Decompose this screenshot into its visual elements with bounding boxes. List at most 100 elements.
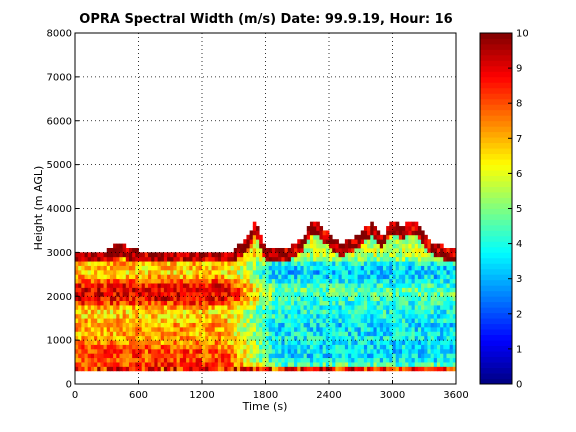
heatmap-cell bbox=[202, 269, 206, 275]
heatmap-cell bbox=[94, 313, 98, 319]
heatmap-cell bbox=[325, 256, 330, 262]
heatmap-cell bbox=[78, 322, 82, 328]
heatmap-cell bbox=[294, 265, 298, 271]
heatmap-cell bbox=[90, 300, 95, 306]
heatmap-cell bbox=[335, 296, 339, 302]
heatmap-cell bbox=[221, 283, 225, 288]
heatmap-cell bbox=[144, 269, 149, 275]
colorbar-swatch bbox=[480, 356, 512, 363]
heatmap-cell bbox=[252, 296, 257, 302]
heatmap-cell bbox=[151, 252, 155, 258]
heatmap-cell bbox=[360, 287, 365, 293]
heatmap-cell bbox=[103, 261, 108, 266]
heatmap-cell bbox=[163, 274, 168, 280]
heatmap-cell bbox=[221, 269, 225, 275]
heatmap-cell bbox=[157, 353, 162, 359]
heatmap-cell bbox=[436, 300, 441, 306]
heatmap-cell bbox=[233, 283, 238, 288]
heatmap-cell bbox=[109, 362, 114, 367]
heatmap-cell bbox=[443, 256, 447, 262]
heatmap-cell bbox=[382, 362, 387, 367]
heatmap-cell bbox=[182, 283, 187, 288]
heatmap-cell bbox=[309, 353, 314, 359]
heatmap-cell bbox=[338, 335, 343, 341]
heatmap-cell bbox=[382, 305, 387, 310]
heatmap-cell bbox=[427, 344, 431, 350]
heatmap-cell bbox=[160, 287, 165, 293]
heatmap-cell bbox=[132, 322, 136, 328]
heatmap-cell bbox=[297, 252, 301, 258]
heatmap-cell bbox=[170, 252, 174, 258]
heatmap-cell bbox=[132, 362, 136, 367]
heatmap-cell bbox=[167, 291, 171, 297]
heatmap-cell bbox=[281, 305, 285, 310]
heatmap-cell bbox=[446, 318, 451, 323]
heatmap-cell bbox=[382, 353, 387, 359]
heatmap-cell bbox=[262, 362, 266, 367]
heatmap-cell bbox=[236, 366, 241, 372]
heatmap-cell bbox=[81, 256, 85, 262]
colorbar-tick-label: 0 bbox=[516, 380, 522, 391]
heatmap-cell bbox=[160, 313, 165, 319]
heatmap-cell bbox=[252, 221, 257, 227]
heatmap-cell bbox=[173, 300, 177, 306]
heatmap-cell bbox=[348, 353, 352, 359]
heatmap-cell bbox=[395, 313, 400, 319]
heatmap-cell bbox=[224, 357, 228, 363]
heatmap-cell bbox=[132, 305, 136, 310]
heatmap-cell bbox=[329, 357, 333, 363]
heatmap-cell bbox=[249, 239, 254, 244]
heatmap-cell bbox=[151, 265, 155, 271]
heatmap-cell bbox=[236, 318, 241, 323]
heatmap-cell bbox=[303, 278, 308, 284]
heatmap-cell bbox=[319, 256, 324, 262]
heatmap-cell bbox=[227, 318, 231, 323]
heatmap-cell bbox=[281, 340, 285, 345]
heatmap-cell bbox=[379, 256, 384, 262]
heatmap-cell bbox=[202, 283, 206, 288]
heatmap-cell bbox=[227, 335, 231, 341]
heatmap-cell bbox=[170, 326, 174, 332]
heatmap-cell bbox=[202, 348, 206, 354]
heatmap-cell bbox=[208, 278, 212, 284]
heatmap-cell bbox=[373, 226, 378, 231]
heatmap-cell bbox=[421, 300, 425, 306]
heatmap-cell bbox=[411, 309, 416, 315]
heatmap-cell bbox=[84, 265, 89, 271]
heatmap-cell bbox=[287, 252, 292, 258]
heatmap-cell bbox=[386, 344, 390, 350]
heatmap-cell bbox=[417, 243, 422, 249]
heatmap-cell bbox=[319, 340, 324, 345]
heatmap-cell bbox=[284, 340, 289, 345]
heatmap-cell bbox=[351, 247, 355, 253]
heatmap-cell bbox=[278, 335, 282, 341]
heatmap-cell bbox=[411, 326, 416, 332]
heatmap-cell bbox=[427, 357, 431, 363]
heatmap-cell bbox=[300, 362, 304, 367]
heatmap-cell bbox=[195, 326, 200, 332]
heatmap-cell bbox=[414, 252, 419, 258]
heatmap-cell bbox=[252, 243, 257, 249]
heatmap-cell bbox=[389, 309, 393, 315]
heatmap-cell bbox=[433, 357, 438, 363]
heatmap-cell bbox=[379, 353, 384, 359]
heatmap-cell bbox=[338, 278, 343, 284]
heatmap-cell bbox=[335, 247, 339, 253]
heatmap-cell bbox=[325, 261, 330, 266]
heatmap-cell bbox=[151, 309, 155, 315]
heatmap-cell bbox=[402, 234, 406, 240]
heatmap-cell bbox=[398, 234, 403, 240]
heatmap-cell bbox=[84, 331, 89, 337]
heatmap-cell bbox=[376, 366, 381, 372]
heatmap-cell bbox=[265, 322, 270, 328]
heatmap-cell bbox=[440, 283, 444, 288]
heatmap-cell bbox=[446, 353, 451, 359]
heatmap-cell bbox=[186, 326, 190, 332]
heatmap-cell bbox=[208, 366, 212, 372]
heatmap-cell bbox=[411, 252, 416, 258]
heatmap-cell bbox=[211, 331, 216, 337]
heatmap-cell bbox=[262, 261, 266, 266]
heatmap-cell bbox=[262, 344, 266, 350]
heatmap-cell bbox=[179, 348, 184, 354]
heatmap-cell bbox=[214, 300, 219, 306]
